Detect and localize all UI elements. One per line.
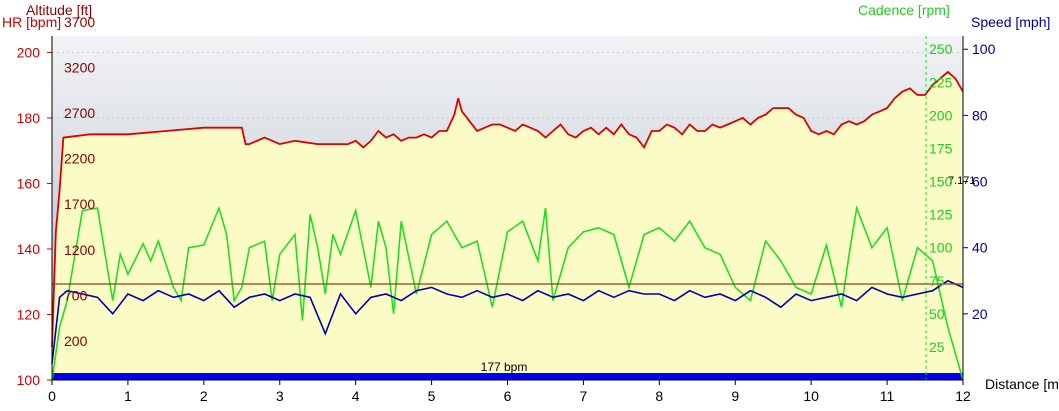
x-tick-label: 10 bbox=[803, 388, 819, 404]
cadence-tick-label: 225 bbox=[929, 74, 953, 90]
cadence-tick-label: 125 bbox=[929, 207, 953, 223]
altitude-tick-label: 700 bbox=[64, 287, 88, 303]
distance-axis-title: Distance [miles] bbox=[985, 376, 1059, 392]
speed-tick-label: 60 bbox=[972, 174, 988, 190]
series-speed bbox=[51, 279, 964, 364]
right-small-label: 7.171 bbox=[948, 175, 976, 187]
series-cadence bbox=[51, 204, 964, 381]
hr-zone-bar bbox=[52, 373, 963, 380]
speed-tick-label: 20 bbox=[972, 306, 988, 322]
hr-bar-label: 177 bpm bbox=[481, 360, 528, 374]
x-tick-label: 3 bbox=[276, 388, 284, 404]
altitude-tick-label: 200 bbox=[64, 333, 88, 349]
x-tick-label: 6 bbox=[504, 388, 512, 404]
speed-tick-label: 80 bbox=[972, 107, 988, 123]
x-tick-label: 9 bbox=[731, 388, 739, 404]
speed-tick-label: 40 bbox=[972, 240, 988, 256]
altitude-tick-label: 3200 bbox=[64, 59, 95, 75]
x-tick-label: 11 bbox=[880, 388, 895, 404]
x-tick-label: 4 bbox=[352, 388, 360, 404]
hr-tick-label: 200 bbox=[17, 44, 41, 60]
x-tick-label: 1 bbox=[124, 388, 132, 404]
x-tick-label: 7 bbox=[580, 388, 588, 404]
hr-axis-title: HR [bpm] bbox=[2, 14, 61, 30]
altitude-tick-label: 2700 bbox=[64, 105, 95, 121]
cadence-tick-label: 250 bbox=[929, 41, 953, 57]
altitude-tick-label: 1700 bbox=[64, 196, 95, 212]
cadence-tick-label: 150 bbox=[929, 174, 953, 190]
altitude-tick-label: 1200 bbox=[64, 242, 95, 258]
cadence-axis-title: Cadence [rpm] bbox=[858, 2, 950, 18]
altitude-tick-label: 2200 bbox=[64, 151, 95, 167]
hr-tick-label: 160 bbox=[17, 175, 41, 191]
altitude-fill bbox=[52, 72, 963, 380]
speed-axis-title: Speed [mph] bbox=[971, 14, 1050, 30]
cadence-tick-label: 200 bbox=[929, 107, 953, 123]
cadence-tick-label: 75 bbox=[929, 273, 945, 289]
altitude-tick-label: 3700 bbox=[64, 14, 95, 30]
hr-tick-label: 100 bbox=[17, 372, 41, 388]
cadence-tick-label: 175 bbox=[929, 140, 953, 156]
speed-tick-label: 100 bbox=[972, 41, 996, 57]
x-tick-label: 8 bbox=[655, 388, 663, 404]
cadence-tick-label: 25 bbox=[929, 339, 945, 355]
x-tick-label: 0 bbox=[48, 388, 56, 404]
hr-tick-label: 120 bbox=[17, 306, 41, 322]
hr-tick-label: 180 bbox=[17, 110, 41, 126]
x-tick-label: 12 bbox=[955, 388, 971, 404]
cadence-tick-label: 50 bbox=[929, 306, 945, 322]
x-tick-label: 5 bbox=[428, 388, 436, 404]
tick-labels: 0 1 2 3 4 5 6 7 8 9 10 11 12100120140160180200200700… bbox=[17, 14, 996, 404]
altitude-axis-title: Altitude [ft] bbox=[26, 2, 92, 18]
hr-tick-label: 140 bbox=[17, 241, 41, 257]
series-heart-rate bbox=[51, 70, 964, 348]
cadence-tick-label: 100 bbox=[929, 240, 953, 256]
x-tick-label: 2 bbox=[200, 388, 208, 404]
